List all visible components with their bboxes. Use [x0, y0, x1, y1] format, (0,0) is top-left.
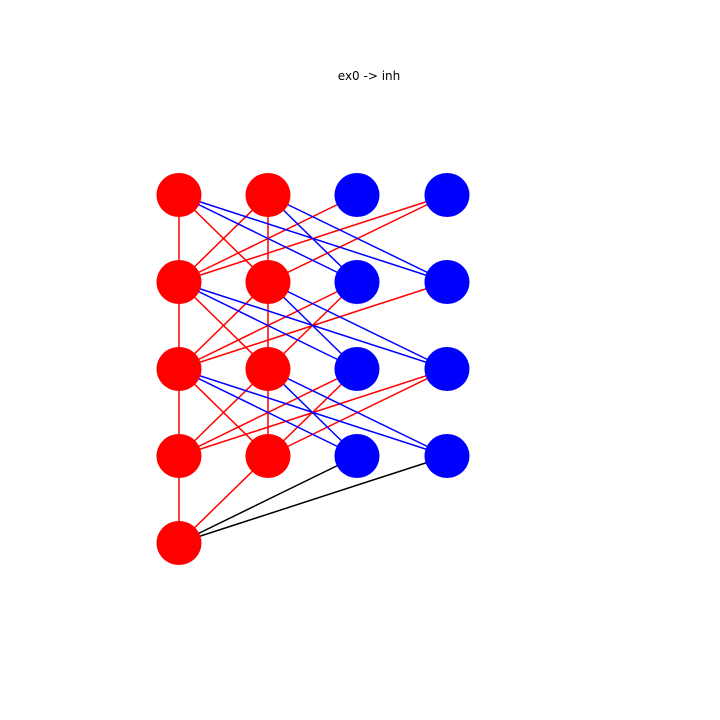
node-c2 — [334, 260, 380, 304]
node-d1 — [424, 173, 470, 217]
node-layer — [156, 173, 470, 565]
node-b4 — [245, 434, 291, 478]
node-d2 — [424, 260, 470, 304]
node-c4 — [334, 434, 380, 478]
edge-a5-d4 — [178, 455, 448, 544]
node-a1 — [156, 173, 202, 217]
node-d4 — [424, 434, 470, 478]
edge-b3-d4 — [267, 368, 448, 457]
edge-a5-c4 — [178, 455, 358, 544]
node-a4 — [156, 434, 202, 478]
node-b2 — [245, 260, 291, 304]
node-a5 — [156, 521, 202, 565]
node-a2 — [156, 260, 202, 304]
edge-a3-c4 — [178, 368, 358, 457]
node-d3 — [424, 347, 470, 391]
node-b1 — [245, 173, 291, 217]
node-a3 — [156, 347, 202, 391]
node-b3 — [245, 347, 291, 391]
edge-a1-c2 — [178, 194, 358, 283]
edge-a2-c3 — [178, 281, 358, 370]
edge-b2-d3 — [267, 281, 448, 370]
node-c1 — [334, 173, 380, 217]
edge-b1-d2 — [267, 194, 448, 283]
figure-title: ex0 -> inh — [338, 69, 400, 83]
node-c3 — [334, 347, 380, 391]
